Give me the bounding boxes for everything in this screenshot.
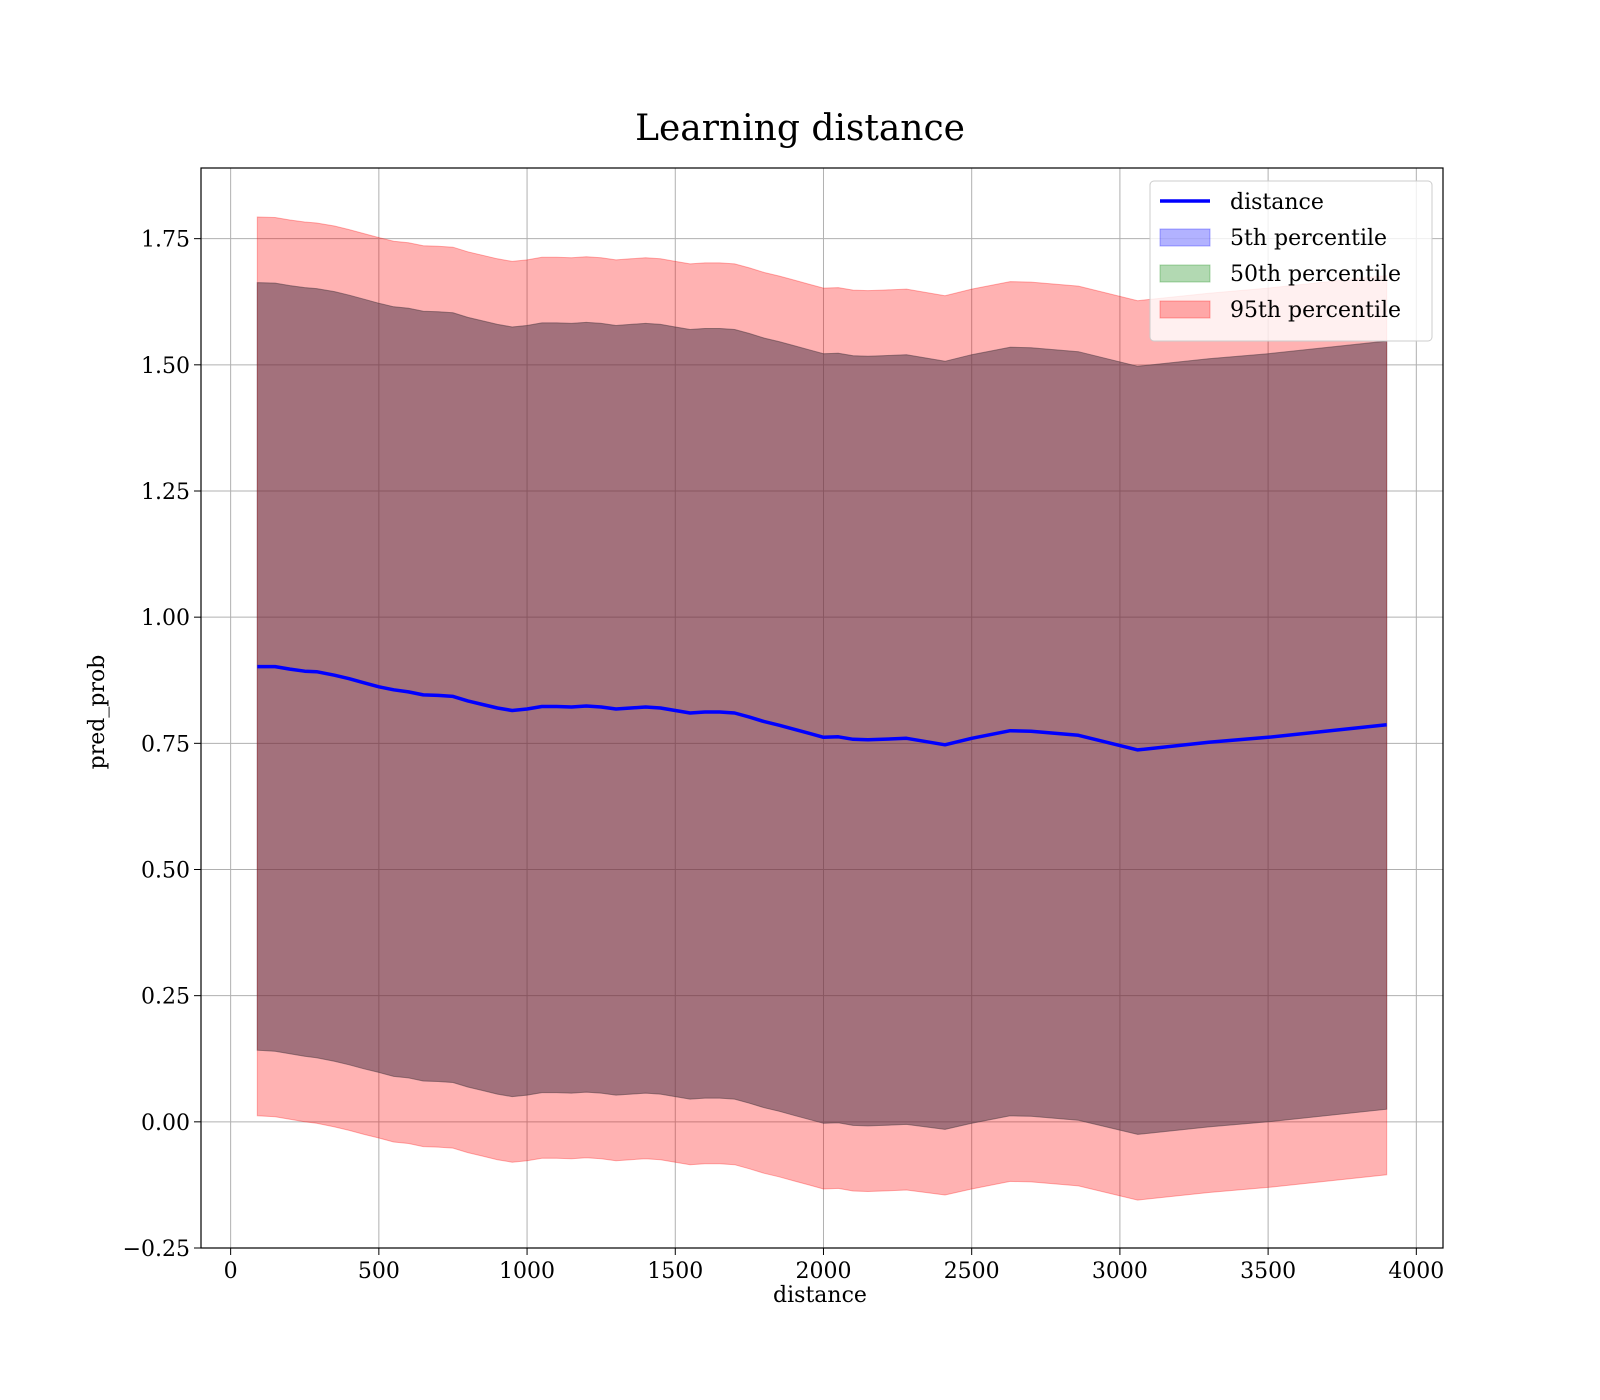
y-tick-label: 1.75 [141,228,190,253]
chart-title: Learning distance [635,108,965,149]
y-tick-label: 0.50 [141,858,190,883]
legend-swatch-band [1159,264,1211,283]
x-tick-label: 3500 [1240,1259,1296,1284]
y-tick-label: 1.25 [141,480,190,505]
x-tick-label: 0 [224,1259,238,1284]
legend-label: 5th percentile [1230,226,1387,251]
y-axis-label: pred_prob [85,655,110,770]
x-tick-label: 2500 [944,1259,1000,1284]
line-distance [257,664,1387,752]
x-tick-label: 1000 [499,1259,555,1284]
x-tick-label: 3000 [1092,1259,1148,1284]
percentile-bands [256,216,1388,1201]
band-95th-percentile [256,216,1388,1201]
legend-label: 50th percentile [1230,262,1401,287]
plot-frame [200,167,1444,1249]
x-tick-label: 4000 [1388,1259,1444,1284]
band-5th-percentile [256,282,1388,1135]
x-tick-label: 1500 [647,1259,703,1284]
y-tick-label: 0.25 [141,985,190,1010]
legend-label: distance [1230,190,1324,215]
x-axis-label: distance [773,1283,867,1308]
legend: distance 5th percentile 50th percentile 95t… [1149,180,1433,342]
legend-label: 95th percentile [1230,298,1401,323]
y-tick-label: 1.00 [141,606,190,631]
y-tick-label: 1.50 [141,354,190,379]
legend-swatch-band [1159,300,1211,319]
y-tick-label: −0.25 [123,1237,190,1262]
grid [201,168,1443,1249]
y-axis-ticks: −0.25 0.00 0.25 0.50 0.75 1.00 1.25 1.50 1.75 [123,228,201,1262]
x-tick-label: 2000 [795,1259,851,1284]
x-tick-label: 500 [358,1259,400,1284]
series-lines [257,664,1387,752]
y-tick-label: 0.00 [141,1111,190,1136]
y-tick-label: 0.75 [141,732,190,757]
x-axis-ticks: 0 500 1000 1500 2000 2500 3000 3500 4000 [224,1248,1444,1284]
band-50th-percentile [256,282,1388,1135]
legend-box [1149,180,1433,342]
legend-swatch-band [1159,228,1211,247]
